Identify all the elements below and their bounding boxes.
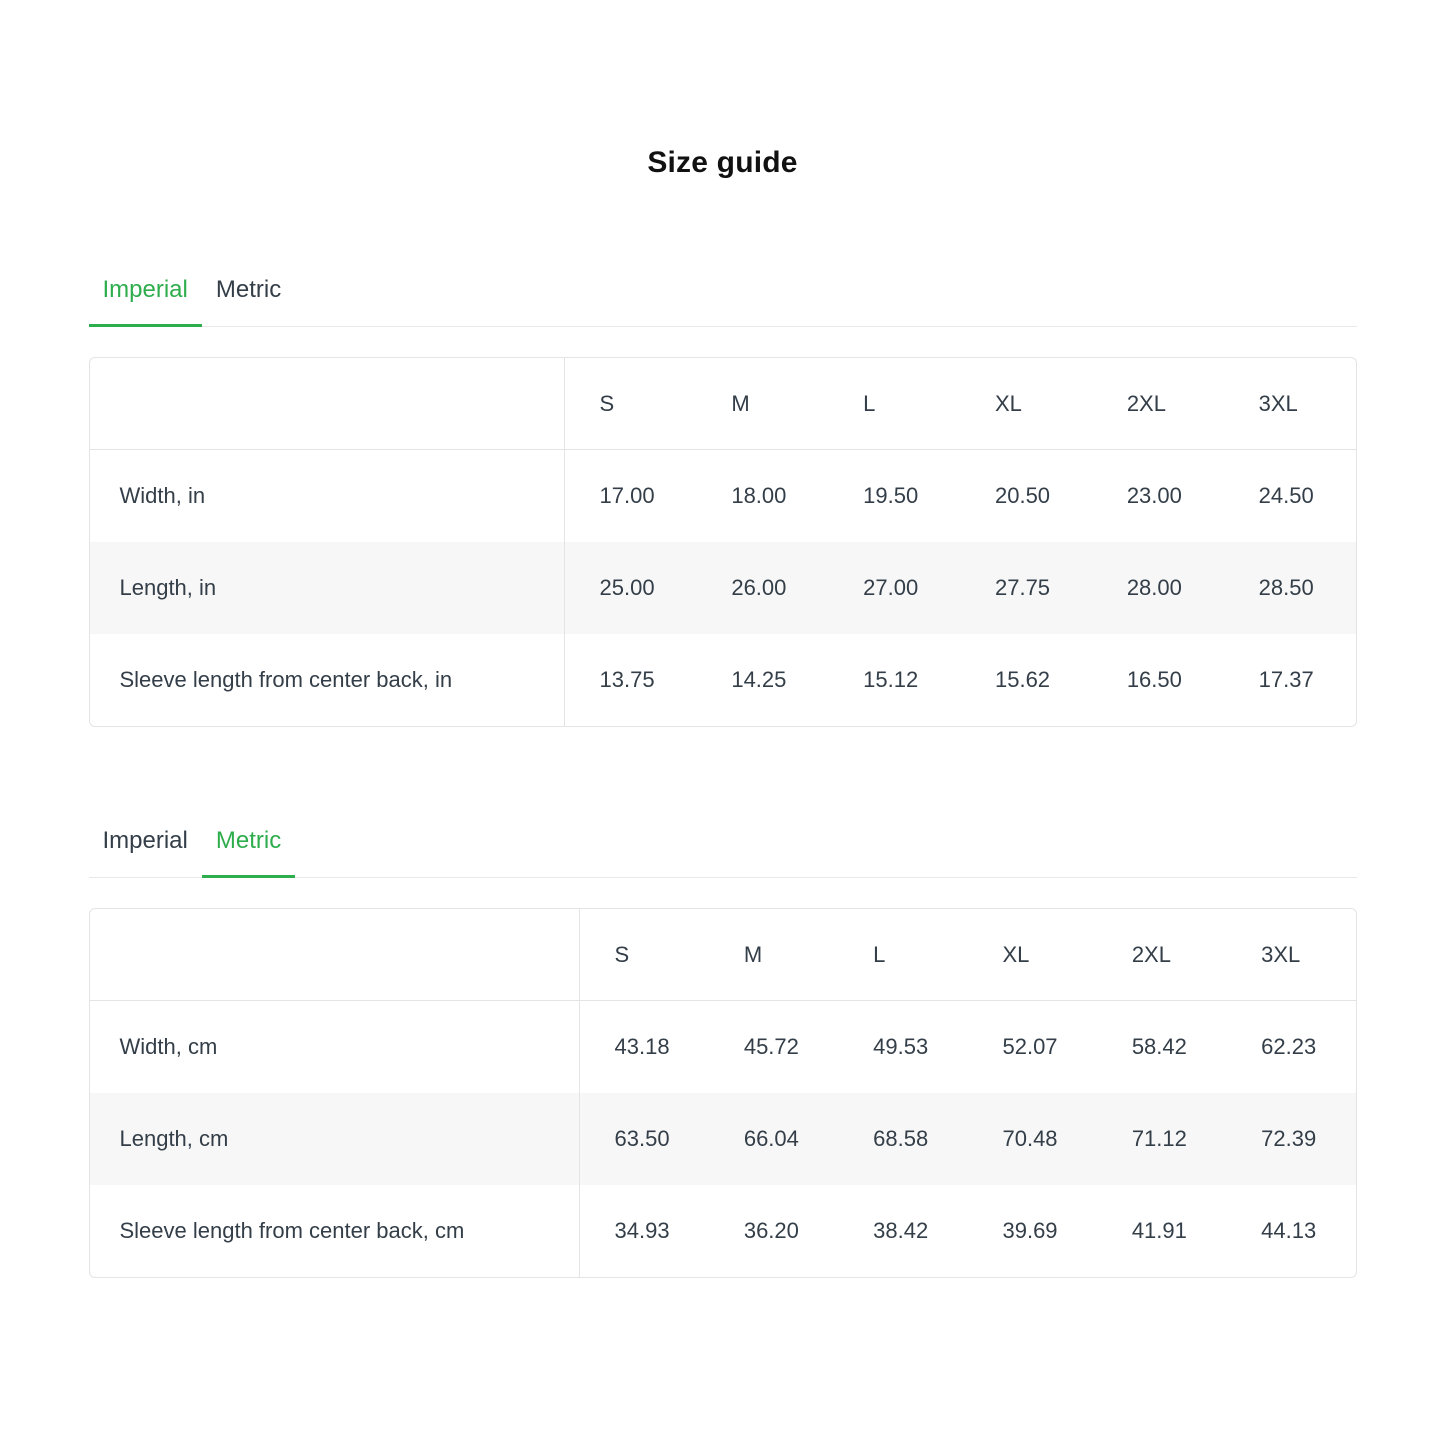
cell-value: 19.50 (863, 483, 919, 508)
unit-tabs-imperial-group: Imperial Metric (88, 276, 1357, 327)
column-header-l: L (828, 358, 960, 450)
table-row: Length, in 25.00 26.00 27.00 27.75 28.00… (89, 542, 1356, 634)
table-row: Sleeve length from center back, in 13.75… (90, 634, 1356, 726)
tab-imperial[interactable]: Imperial (88, 276, 202, 327)
table-row: Sleeve length from center back, cm 34.93… (90, 1185, 1356, 1277)
column-header-xl: XL (967, 909, 1097, 1001)
page-title: Size guide (647, 146, 798, 179)
cell-value: 49.53 (873, 1034, 929, 1059)
cell-value: 36.20 (743, 1218, 799, 1243)
cell-value: 18.00 (731, 483, 787, 508)
cell-value: 41.91 (1131, 1218, 1187, 1243)
row-label: Length, in (89, 542, 565, 634)
table-row: Width, in 17.00 18.00 19.50 20.50 23.00 … (90, 450, 1356, 542)
row-label: Length, cm (89, 1093, 580, 1185)
cell-value: 71.12 (1096, 1093, 1227, 1185)
cell-value: 44.13 (1261, 1218, 1317, 1243)
tab-imperial[interactable]: Imperial (102, 827, 188, 854)
column-header-3xl: 3XL (1223, 358, 1356, 450)
column-header-2xl: 2XL (1091, 358, 1224, 450)
tab-metric[interactable]: Metric (201, 827, 296, 878)
cell-value: 16.50 (1126, 667, 1182, 692)
cell-value: 25.00 (564, 542, 697, 634)
row-label: Width, in (90, 450, 565, 542)
cell-value: 38.42 (873, 1218, 929, 1243)
cell-value: 15.62 (994, 667, 1051, 692)
cell-value: 39.69 (1002, 1218, 1058, 1243)
size-guide-panel: Size guide Imperial Metric S M L XL 2XL … (88, 0, 1357, 1278)
column-header-xl: XL (959, 358, 1092, 450)
cell-value: 13.75 (599, 667, 655, 692)
table-header-row: S M L XL 2XL 3XL (89, 358, 1356, 450)
metric-section: Imperial Metric S M L XL 2XL 3XL Width, … (88, 827, 1357, 1278)
unit-tabs-metric-group: Imperial Metric (89, 827, 1357, 878)
size-table-imperial: S M L XL 2XL 3XL Width, in 17.00 18.00 1… (88, 357, 1357, 727)
cell-value: 63.50 (579, 1093, 709, 1185)
cell-value: 43.18 (614, 1034, 670, 1059)
cell-value: 68.58 (838, 1093, 968, 1185)
cell-value: 28.00 (1091, 542, 1224, 634)
column-header-l: L (838, 909, 968, 1001)
cell-value: 26.00 (696, 542, 829, 634)
cell-value: 15.12 (863, 667, 919, 692)
size-table-metric: S M L XL 2XL 3XL Width, cm 43.18 45.72 4… (88, 908, 1357, 1278)
cell-value: 24.50 (1258, 483, 1314, 508)
cell-value: 23.00 (1126, 483, 1182, 508)
cell-value: 66.04 (708, 1093, 839, 1185)
row-label: Width, cm (90, 1001, 580, 1093)
cell-value: 58.42 (1131, 1034, 1187, 1059)
cell-value: 27.00 (828, 542, 960, 634)
column-header-m: M (696, 358, 829, 450)
cell-value: 62.23 (1261, 1034, 1317, 1059)
table-row: Length, cm 63.50 66.04 68.58 70.48 71.12… (89, 1093, 1356, 1185)
cell-value: 28.50 (1223, 542, 1356, 634)
column-header-m: M (708, 909, 839, 1001)
column-header-3xl: 3XL (1226, 909, 1356, 1001)
column-header-s: S (564, 358, 697, 450)
row-label: Sleeve length from center back, cm (90, 1185, 580, 1277)
column-header-s: S (579, 909, 709, 1001)
row-label: Sleeve length from center back, in (90, 634, 565, 726)
cell-value: 14.25 (731, 667, 787, 692)
column-header-2xl: 2XL (1096, 909, 1227, 1001)
cell-value: 45.72 (743, 1034, 799, 1059)
cell-value: 20.50 (994, 483, 1051, 508)
table-corner-cell (89, 909, 580, 1001)
table-header-row: S M L XL 2XL 3XL (89, 909, 1356, 1001)
cell-value: 27.75 (959, 542, 1092, 634)
tab-metric[interactable]: Metric (215, 276, 282, 303)
cell-value: 52.07 (1002, 1034, 1058, 1059)
cell-value: 70.48 (967, 1093, 1097, 1185)
table-corner-cell (89, 358, 565, 450)
cell-value: 72.39 (1226, 1093, 1356, 1185)
table-row: Width, cm 43.18 45.72 49.53 52.07 58.42 … (90, 1001, 1356, 1093)
imperial-section: Imperial Metric S M L XL 2XL 3XL Width, … (88, 276, 1357, 727)
cell-value: 34.93 (614, 1218, 670, 1243)
cell-value: 17.00 (599, 483, 655, 508)
cell-value: 17.37 (1258, 667, 1314, 692)
